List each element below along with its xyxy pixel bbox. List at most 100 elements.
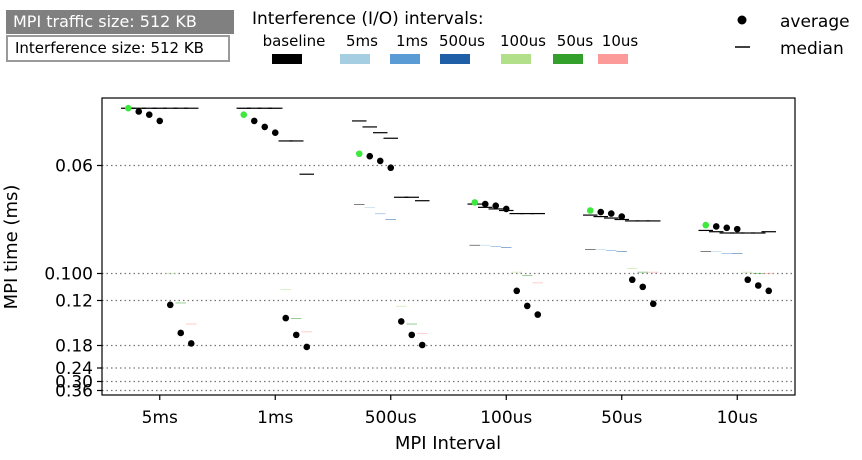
legend-swatch-500us <box>440 54 470 64</box>
average-dot <box>397 318 405 325</box>
average-median-marks <box>121 104 776 351</box>
interference-size-label: Interference size: 512 KB <box>6 35 230 62</box>
bar-10us <box>648 271 659 273</box>
bar-baseline <box>354 204 365 205</box>
average-dot <box>702 221 710 229</box>
average-dot <box>166 301 174 309</box>
average-dot <box>492 202 500 210</box>
bar-100us <box>511 271 522 273</box>
legend-label-baseline: baseline <box>263 32 326 50</box>
legend-title: Interference (I/O) intervals: <box>252 9 484 29</box>
bar-5ms <box>711 251 722 252</box>
plot-frame <box>101 97 796 396</box>
average-dot <box>649 300 657 308</box>
average-dot <box>124 104 132 112</box>
bar-100us <box>280 289 291 291</box>
x-tick-label: 50us <box>601 408 642 428</box>
average-dot <box>513 287 521 295</box>
bar-groups <box>123 108 774 334</box>
average-dot <box>187 340 195 347</box>
x-tick-label: 5ms <box>142 408 178 428</box>
legend-label-5ms: 5ms <box>346 32 378 50</box>
y-axis-ticks: 0.06 0.100 0.12 0.180.240.300.36 <box>44 157 102 402</box>
y-tick-label: 0.06 <box>55 157 93 177</box>
bar-50us <box>175 302 186 304</box>
average-dot <box>754 282 762 289</box>
average-dot <box>376 157 384 165</box>
bar-10us <box>186 323 197 325</box>
average-dot <box>250 117 258 125</box>
average-dot <box>607 210 615 217</box>
bar-500us <box>616 251 627 252</box>
x-tick-label: 1ms <box>257 408 293 428</box>
average-dot <box>523 302 531 310</box>
bar-baseline <box>700 251 711 252</box>
y-tick-label: 0.18 <box>55 337 93 357</box>
x-tick-label: 100us <box>480 408 532 428</box>
average-dot <box>481 200 489 208</box>
average-dot <box>712 223 720 230</box>
legend-average-marker <box>737 15 747 25</box>
y-tick-label: 0.30 <box>55 373 93 393</box>
bar-500us <box>385 219 396 220</box>
y-tick-label: 0.12 <box>55 292 93 312</box>
average-dot <box>618 213 626 220</box>
average-dot <box>145 111 153 119</box>
legend-label-10us: 10us <box>602 32 639 50</box>
average-dot <box>597 208 605 216</box>
bar-baseline <box>469 244 480 246</box>
bar-10us <box>301 331 312 333</box>
legend-label-50us: 50us <box>557 32 594 50</box>
y-axis-label: MPI time (ms) <box>1 185 22 310</box>
traffic-size-label: MPI traffic size: 512 KB <box>6 10 234 34</box>
bar-50us <box>522 275 533 276</box>
legend-swatch-5ms <box>340 54 370 64</box>
legend-swatch-50us <box>553 54 583 64</box>
legend-average-label: average <box>780 12 850 32</box>
bar-10us <box>532 282 543 284</box>
bar-1ms <box>721 253 732 254</box>
bar-10us <box>417 332 428 334</box>
average-dot <box>387 164 395 172</box>
legend-swatch-100us <box>501 54 531 64</box>
average-dot <box>156 117 164 125</box>
average-dot <box>639 283 647 291</box>
bar-500us <box>732 253 743 254</box>
bar-50us <box>637 271 648 273</box>
y-tick-label: 0.36 <box>55 382 93 402</box>
x-tick-label: 10us <box>717 408 758 428</box>
bar-baseline <box>585 249 596 250</box>
average-dot <box>261 123 269 131</box>
x-axis-ticks: 5ms 1ms 500us 100us 50us 10us <box>142 395 758 428</box>
bar-10us <box>763 273 774 274</box>
average-dot <box>586 207 594 214</box>
average-dot <box>733 225 741 233</box>
bar-5ms <box>364 207 375 208</box>
bar-1ms <box>490 246 501 247</box>
average-dot <box>502 205 510 213</box>
bar-1ms <box>606 250 617 251</box>
legend-swatch-1ms <box>390 54 420 64</box>
bar-100us <box>627 268 638 269</box>
average-dot <box>282 314 290 322</box>
average-dot <box>271 129 279 136</box>
average-dot <box>303 343 311 351</box>
legend: baseline 5ms 1ms 500us 100us 50us 10us <box>263 32 639 64</box>
grid-lines <box>102 164 795 392</box>
x-tick-label: 500us <box>365 408 417 428</box>
average-dot <box>471 199 479 206</box>
average-dot <box>534 311 542 318</box>
average-dot <box>292 331 300 339</box>
legend-label-100us: 100us <box>500 32 546 50</box>
legend-label-1ms: 1ms <box>396 32 428 50</box>
average-dot <box>355 150 363 158</box>
average-dot <box>240 111 248 119</box>
legend-swatch-baseline <box>272 54 302 64</box>
bar-100us <box>742 271 753 273</box>
average-dot <box>723 224 731 232</box>
y-tick-label: 0.24 <box>55 359 93 379</box>
average-dot <box>408 331 416 339</box>
y-tick-label: 0.100 <box>44 265 93 285</box>
average-dot <box>177 329 185 337</box>
